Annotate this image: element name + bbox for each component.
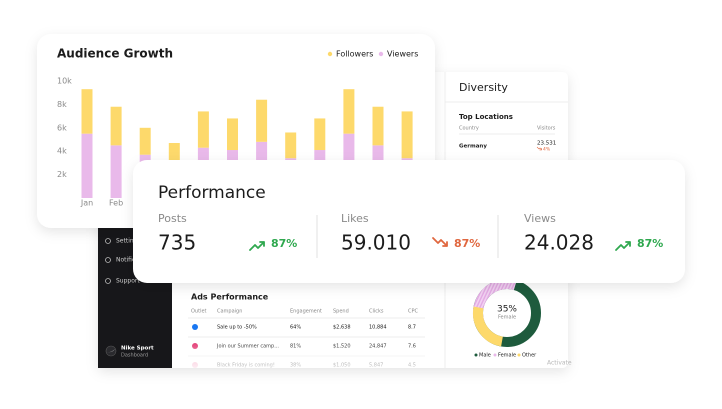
fade: [185, 340, 430, 368]
metric-label: Views: [524, 212, 556, 225]
table-cell: Sale up to -50%: [217, 325, 257, 331]
bar: [110, 145, 122, 198]
card-title: Performance: [158, 183, 266, 203]
logo: [107, 349, 115, 353]
bar: [81, 89, 93, 134]
legend-swatch: [517, 353, 521, 357]
bar: [227, 118, 238, 151]
legend-label: Followers: [336, 50, 373, 59]
column-header: Engagement: [290, 309, 322, 315]
column-header: Outlet: [191, 309, 207, 315]
x-tick-label: Feb: [109, 199, 123, 208]
metric-value: 59.010: [341, 231, 411, 255]
trend-icon: [249, 241, 265, 251]
column-header: CPC: [408, 309, 419, 315]
trend-icon: [432, 237, 448, 247]
trend-icon: [536, 146, 542, 151]
performance-card: Performance Posts 735 87% Likes 59.010 87% Vie…: [133, 160, 685, 283]
table-cell: 8.7: [408, 325, 416, 331]
metric-label: Likes: [341, 212, 369, 225]
country: Germany: [459, 144, 487, 150]
column-header: Campaign: [217, 309, 242, 315]
column-header: Spend: [333, 309, 349, 315]
nav-item[interactable]: Support: [116, 278, 140, 285]
legend-swatch: [378, 51, 384, 57]
gender-donut: 35% Female Male Female Other Activate: [472, 279, 572, 367]
donut-caption: Female: [498, 315, 516, 321]
bar: [372, 106, 384, 146]
account-role: Dashboard: [121, 353, 148, 359]
metric-value: 24.028: [524, 231, 594, 255]
column-header: Clicks: [369, 309, 384, 315]
metric-label: Posts: [158, 212, 187, 225]
legend-swatch: [327, 51, 333, 57]
bar: [343, 89, 355, 134]
trend-icon: [615, 241, 631, 251]
metric-change: 87%: [271, 237, 297, 250]
x-tick-label: Jan: [80, 199, 93, 208]
column-header: Visitors: [537, 126, 556, 132]
bar: [197, 111, 209, 148]
donut-value: 35%: [497, 305, 517, 315]
bar: [314, 118, 326, 151]
watermark: Activate: [547, 360, 572, 367]
icon: [105, 238, 111, 244]
legend-swatch: [474, 353, 478, 357]
card-bg: [133, 160, 685, 283]
metric-value: 735: [158, 231, 196, 255]
outlet-icon: [192, 324, 198, 330]
table-cell: 64%: [290, 325, 301, 331]
table-cell: $2,638: [333, 325, 351, 331]
table-cell: 10,884: [369, 325, 387, 331]
y-tick-label: 6k: [57, 123, 67, 132]
icon: [105, 278, 111, 284]
section-title: Top Locations: [459, 113, 513, 121]
bar: [401, 111, 413, 159]
legend-swatch: [493, 353, 497, 357]
y-tick-label: 2k: [57, 170, 67, 179]
visitors-change: 4%: [543, 147, 551, 153]
metric-change: 87%: [454, 237, 480, 250]
bar: [139, 127, 151, 155]
legend-label: Viewers: [387, 50, 418, 59]
account-name[interactable]: Nike Sport: [121, 346, 154, 352]
bar: [81, 133, 93, 198]
nav-item[interactable]: Settings: [116, 238, 141, 245]
avatar: [105, 345, 117, 357]
bar: [110, 106, 122, 146]
metric-change: 87%: [637, 237, 663, 250]
donut-other: [473, 279, 541, 347]
y-tick-label: 4k: [57, 147, 67, 156]
visitors: 23.531: [537, 141, 556, 147]
bar: [256, 99, 268, 142]
chart-title: Audience Growth: [57, 47, 173, 61]
column-header: Country: [459, 126, 479, 132]
legend-label: Female: [498, 353, 516, 359]
ads-table: Ads Performance Outlet Campaign Engagement…: [185, 293, 430, 369]
y-tick-label: 10k: [57, 77, 72, 86]
panel-title: Diversity: [459, 81, 508, 94]
bar: [168, 143, 180, 162]
y-tick-label: 8k: [57, 100, 67, 109]
legend-label: Other: [522, 353, 537, 359]
diversity-panel: Diversity Top Locations Country Visitors…: [459, 81, 556, 153]
table-title: Ads Performance: [191, 293, 269, 302]
legend-label: Male: [479, 353, 491, 359]
icon: [105, 257, 111, 263]
bar: [285, 132, 297, 159]
